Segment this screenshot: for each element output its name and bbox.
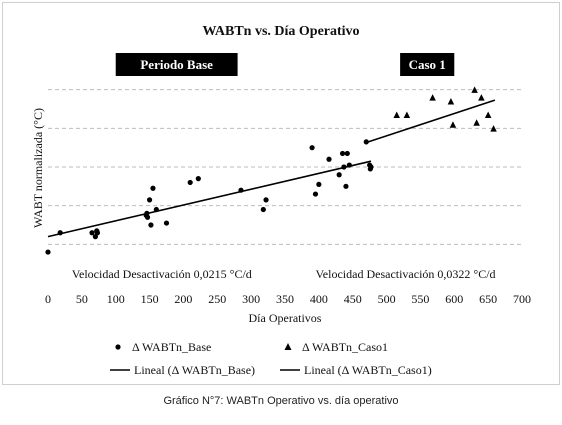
region-label-1: Caso 1 — [409, 57, 446, 72]
point-s1-0 — [393, 111, 400, 119]
chart-title: WABTn vs. Día Operativo — [202, 24, 359, 39]
point-s0-27 — [344, 150, 350, 157]
legend: Δ WABTn_Base Δ WABTn_Caso1 Lineal (Δ WABTn… — [110, 340, 432, 377]
trendlines — [47, 99, 496, 238]
region-label-box-0 — [115, 53, 238, 76]
point-s0-3 — [92, 234, 98, 240]
x-axis-label: Día Operativos — [249, 311, 322, 325]
region-label-0: Periodo Base — [140, 57, 213, 72]
trendline-1 — [368, 99, 496, 143]
point-s0-18 — [263, 197, 269, 203]
point-s1-3 — [447, 98, 455, 105]
annotations: Velocidad Desactivación 0,0215 °C/d Veloc… — [72, 267, 496, 281]
point-s0-17 — [260, 206, 266, 213]
point-s0-26 — [343, 183, 349, 189]
grid — [48, 89, 522, 245]
x-tick-label-1: 50 — [76, 292, 88, 306]
annotation-1: Velocidad Desactivación 0,0322 °C/d — [315, 267, 495, 281]
x-tick-label-14: 700 — [513, 292, 531, 306]
point-s0-2 — [89, 230, 95, 236]
x-tick-label-10: 500 — [378, 292, 396, 306]
legend-marker-1 — [284, 343, 292, 350]
x-tick-label-11: 550 — [411, 292, 429, 306]
point-s1-2 — [429, 94, 436, 101]
point-s0-13 — [163, 220, 170, 226]
point-s0-28 — [346, 162, 352, 168]
x-tick-label-3: 150 — [141, 292, 159, 306]
x-tick-label-13: 650 — [479, 292, 497, 306]
point-s0-1 — [57, 230, 63, 236]
legend-marker-0 — [115, 344, 121, 350]
point-s1-6 — [473, 119, 480, 126]
legend-label-0: Δ WABTn_Base — [132, 340, 211, 354]
point-s0-32 — [368, 164, 374, 170]
x-tick-label-7: 350 — [276, 292, 294, 306]
y-axis-label: WABT normalizada (°C) — [31, 108, 45, 228]
point-s0-12 — [153, 206, 159, 213]
point-s1-7 — [478, 94, 485, 101]
point-s0-15 — [195, 176, 201, 182]
point-s1-1 — [403, 111, 411, 119]
point-s0-29 — [363, 139, 369, 145]
point-s0-14 — [187, 179, 193, 186]
point-s0-25 — [341, 164, 347, 170]
legend-trend-label-1: Lineal (Δ WABTn_Caso1) — [304, 363, 432, 377]
x-tick-label-4: 200 — [174, 292, 192, 306]
x-tick-label-5: 250 — [208, 292, 226, 306]
point-s0-22 — [326, 156, 332, 162]
point-s1-5 — [471, 86, 478, 93]
x-tick-label-9: 450 — [344, 292, 362, 306]
point-s0-24 — [339, 150, 346, 157]
point-s0-19 — [309, 145, 315, 151]
chart-frame — [2, 2, 560, 385]
point-s0-23 — [336, 172, 342, 178]
legend-trend-label-0: Lineal (Δ WABTn_Base) — [134, 363, 255, 377]
point-s0-20 — [312, 191, 319, 197]
point-s0-0 — [45, 249, 51, 255]
region-label-box-1 — [400, 53, 455, 76]
point-s0-5 — [94, 230, 101, 236]
legend-label-1: Δ WABTn_Caso1 — [302, 340, 388, 354]
trendline-0 — [47, 160, 372, 238]
chart: WABTn vs. Día Operativo Periodo Base Caso… — [31, 24, 531, 377]
figure-caption: Gráfico N°7: WABTn Operativo vs. día ope… — [163, 395, 399, 407]
x-tick-label-2: 100 — [107, 292, 125, 306]
point-s0-11 — [150, 185, 156, 191]
region-labels: Periodo Base Caso 1 — [115, 53, 455, 76]
data-points — [45, 86, 497, 255]
point-s1-4 — [449, 121, 457, 128]
point-s0-10 — [148, 222, 154, 228]
point-s1-8 — [484, 111, 492, 119]
point-s1-9 — [490, 125, 497, 132]
annotation-0: Velocidad Desactivación 0,0215 °C/d — [72, 267, 252, 281]
point-s0-8 — [144, 214, 151, 220]
point-s0-16 — [238, 187, 244, 193]
point-s0-7 — [144, 210, 150, 216]
x-tick-labels: 0 50 100 150 200 250 300 350 400 450 500 550 600 650 7… — [45, 292, 531, 306]
x-tick-label-12: 600 — [445, 292, 463, 306]
point-s0-9 — [146, 197, 153, 203]
x-tick-label-8: 400 — [310, 292, 328, 306]
x-tick-label-6: 300 — [242, 292, 260, 306]
x-tick-label-0: 0 — [45, 292, 51, 306]
point-s0-21 — [316, 181, 322, 187]
